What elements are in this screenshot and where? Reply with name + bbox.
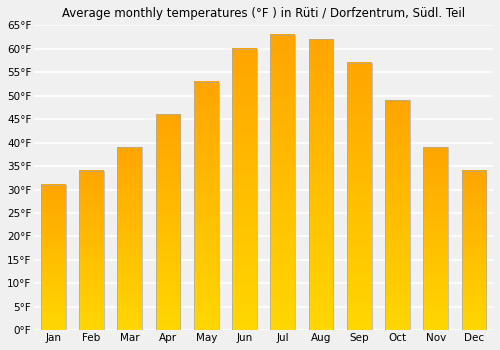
Bar bbox=[156, 114, 180, 330]
Bar bbox=[462, 171, 486, 330]
Title: Average monthly temperatures (°F ) in Rüti / Dorfzentrum, Südl. Teil: Average monthly temperatures (°F ) in Rü… bbox=[62, 7, 465, 20]
Bar bbox=[194, 82, 218, 330]
Bar bbox=[156, 114, 180, 330]
Bar bbox=[270, 35, 295, 330]
Bar bbox=[232, 49, 257, 330]
Bar bbox=[118, 147, 142, 330]
Bar bbox=[385, 100, 410, 330]
Bar bbox=[79, 171, 104, 330]
Bar bbox=[347, 63, 372, 330]
Bar bbox=[270, 35, 295, 330]
Bar bbox=[41, 185, 66, 330]
Bar bbox=[424, 147, 448, 330]
Bar bbox=[308, 39, 334, 330]
Bar bbox=[462, 171, 486, 330]
Bar bbox=[308, 39, 334, 330]
Bar bbox=[118, 147, 142, 330]
Bar bbox=[424, 147, 448, 330]
Bar bbox=[232, 49, 257, 330]
Bar bbox=[79, 171, 104, 330]
Bar bbox=[385, 100, 410, 330]
Bar bbox=[41, 185, 66, 330]
Bar bbox=[194, 82, 218, 330]
Bar bbox=[347, 63, 372, 330]
